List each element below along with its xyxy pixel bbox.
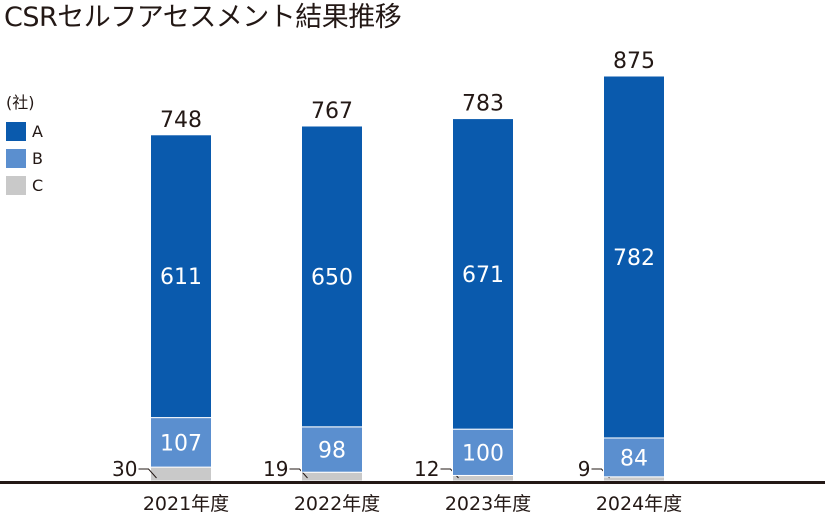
data-label-c: 12 (414, 457, 439, 481)
leader-line-c (289, 468, 308, 479)
data-label-a: 671 (462, 263, 504, 288)
data-label-c: 9 (578, 457, 591, 481)
total-label: 767 (311, 99, 353, 124)
data-label-c: 30 (112, 457, 137, 481)
data-label-a: 782 (613, 246, 655, 271)
legend-label-a: A (32, 122, 43, 141)
total-label: 748 (160, 108, 202, 133)
bar-segment-b (301, 426, 363, 473)
legend-swatch-b (6, 149, 26, 168)
bar-segment-c (603, 476, 665, 482)
x-tick-label: 2022年度 (294, 493, 380, 515)
legend: (社) A B C (6, 92, 43, 199)
leader-line-c (138, 468, 157, 479)
data-label-b: 84 (620, 446, 648, 471)
bar-segment-a (452, 118, 514, 430)
bar-segment-c (150, 466, 212, 482)
bar-segment-a (150, 134, 212, 419)
data-label-b: 100 (462, 441, 504, 466)
total-label: 875 (613, 49, 655, 74)
bar-segment-a (603, 75, 665, 439)
data-label-a: 611 (160, 265, 202, 290)
legend-item-b: B (6, 145, 43, 172)
legend-item-a: A (6, 118, 43, 145)
chart-title: CSRセルフアセスメント結果推移 (4, 2, 402, 33)
legend-label-c: C (32, 176, 44, 195)
data-label-b: 98 (318, 439, 346, 464)
x-tick-label: 2023年度 (445, 493, 531, 515)
bar-segment-c (452, 474, 514, 482)
bar-segment-b (452, 428, 514, 476)
legend-label-b: B (32, 149, 43, 168)
legend-swatch-a (6, 122, 26, 141)
unit-label: (社) (6, 93, 35, 112)
bar-segment-a (301, 125, 363, 428)
data-label-a: 650 (311, 265, 353, 290)
legend-item-c: C (6, 172, 43, 199)
legend-swatch-c (6, 176, 26, 195)
x-tick-label: 2021年度 (143, 493, 229, 515)
bar-segment-c (301, 471, 363, 482)
data-label-c: 19 (263, 457, 288, 481)
data-label-b: 107 (160, 431, 202, 456)
total-label: 783 (462, 92, 504, 117)
bar-segment-b (150, 417, 212, 468)
x-tick-label: 2024年度 (596, 493, 682, 515)
